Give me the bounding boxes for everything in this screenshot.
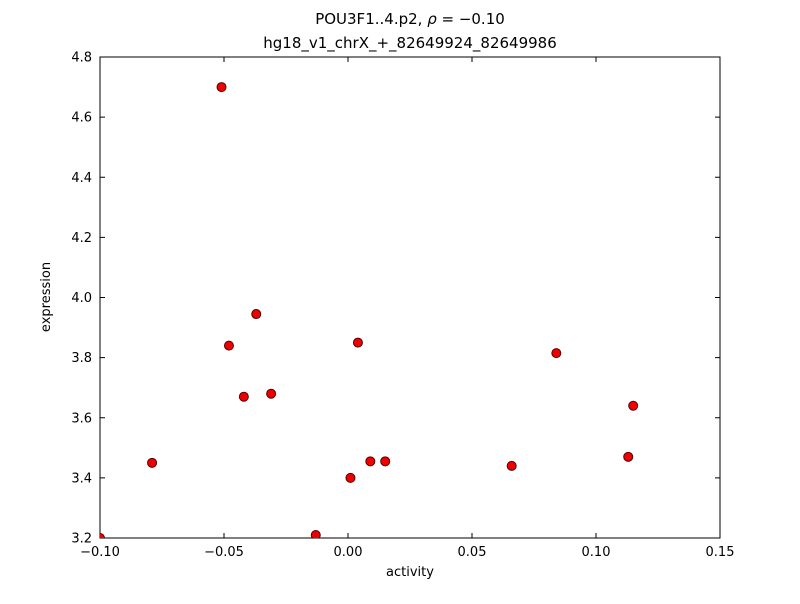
y-tick-label: 4.2 [71, 231, 92, 246]
data-point [147, 457, 158, 468]
y-tick-label: 3.8 [71, 351, 92, 366]
chart-title-line1: POU3F1..4.p2, ρ = −0.10 [315, 10, 505, 28]
x-tick-label: −0.05 [204, 545, 244, 560]
axis-ticks: −0.10 −0.05 0.00 0.05 0.10 0.15 3.2 3.4 3.6 3.8 4.… [71, 51, 734, 561]
y-tick-label: 4.6 [71, 111, 92, 126]
x-tick-label: 0.00 [334, 545, 363, 560]
data-point [266, 388, 277, 399]
x-tick-label: 0.10 [582, 545, 611, 560]
data-points [100, 82, 639, 538]
y-tick-label: 3.6 [71, 411, 92, 426]
data-point [238, 391, 249, 402]
data-point [100, 533, 105, 538]
y-tick-label: 4.4 [71, 171, 92, 186]
title-prefix: POU3F1..4.p2, [315, 10, 427, 28]
data-point [365, 456, 376, 467]
data-point [216, 82, 227, 93]
chart-title-line2: hg18_v1_chrX_+_82649924_82649986 [263, 34, 557, 53]
y-axis-label: expression [39, 262, 54, 332]
data-point [223, 340, 234, 351]
plot-border [99, 56, 721, 539]
x-axis-label: activity [386, 565, 434, 580]
data-point [345, 472, 356, 483]
data-point [352, 337, 363, 348]
data-point [551, 348, 562, 359]
y-tick-label: 4.0 [71, 291, 92, 306]
data-point [506, 460, 517, 471]
data-point [380, 456, 391, 467]
data-point [310, 529, 321, 538]
y-tick-label: 3.2 [71, 532, 92, 547]
x-tick-label: 0.15 [706, 545, 735, 560]
data-point [251, 309, 262, 320]
title-rho-symbol: ρ [427, 10, 437, 28]
y-tick-label: 4.8 [71, 51, 92, 66]
title-rho-value: = −0.10 [437, 10, 505, 28]
x-tick-label: −0.10 [80, 545, 120, 560]
y-tick-label: 3.4 [71, 471, 92, 486]
data-point [628, 400, 639, 411]
data-point [623, 451, 634, 462]
x-tick-label: 0.05 [458, 545, 487, 560]
